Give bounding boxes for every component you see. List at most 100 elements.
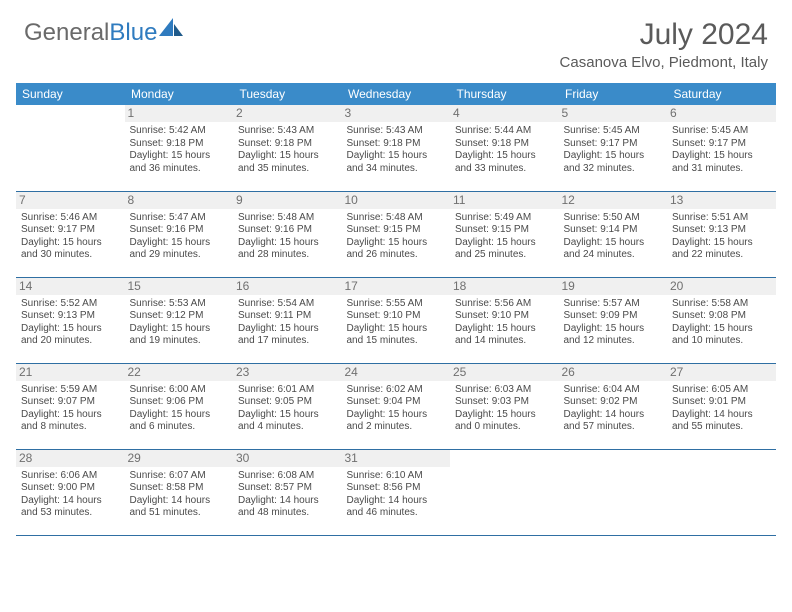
day-number: 25: [450, 364, 559, 381]
calendar-day-cell: 12 Sunrise: 5:50 AMSunset: 9:14 PMDayligh…: [559, 191, 668, 277]
day-number: 7: [16, 192, 125, 209]
calendar-day-cell: 10 Sunrise: 5:48 AMSunset: 9:15 PMDayligh…: [342, 191, 451, 277]
calendar-day-cell: 16Sunrise: 5:54 AMSunset: 9:11 PMDayligh…: [233, 277, 342, 363]
day-number: 2: [233, 105, 342, 122]
weekday-header: Saturday: [667, 83, 776, 105]
day-number: 30: [233, 450, 342, 467]
calendar-day-cell: 18 Sunrise: 5:56 AMSunset: 9:10 PMDayligh…: [450, 277, 559, 363]
calendar-day-cell: 13 Sunrise: 5:51 AMSunset: 9:13 PMDayligh…: [667, 191, 776, 277]
weekday-header: Wednesday: [342, 83, 451, 105]
calendar-week-row: 28Sunrise: 6:06 AMSunset: 9:00 PMDayligh…: [16, 449, 776, 535]
day-details: Sunrise: 5:48 AMSunset: 9:15 PMDaylight:…: [347, 212, 446, 262]
calendar-day-cell: [16, 105, 125, 191]
calendar-table: SundayMondayTuesdayWednesdayThursdayFrid…: [16, 83, 776, 536]
day-number: 10: [342, 192, 451, 209]
day-number: 26: [559, 364, 668, 381]
day-details: Sunrise: 6:02 AMSunset: 9:04 PMDaylight:…: [347, 384, 446, 434]
calendar-day-cell: 14 Sunrise: 5:52 AMSunset: 9:13 PMDayligh…: [16, 277, 125, 363]
brand-logo: GeneralBlue: [24, 18, 185, 48]
day-details: Sunrise: 6:04 AMSunset: 9:02 PMDaylight:…: [564, 384, 663, 434]
day-details: Sunrise: 5:45 AMSunset: 9:17 PMDaylight:…: [672, 125, 771, 175]
day-details: Sunrise: 5:48 AMSunset: 9:16 PMDaylight:…: [238, 212, 337, 262]
calendar-day-cell: [559, 449, 668, 535]
day-number: 4: [450, 105, 559, 122]
weekday-header: Monday: [125, 83, 234, 105]
day-number: 27: [667, 364, 776, 381]
location-subtitle: Casanova Elvo, Piedmont, Italy: [560, 54, 768, 71]
day-number: 11: [450, 192, 559, 209]
day-number: 20: [667, 278, 776, 295]
day-number: 15: [125, 278, 234, 295]
day-details: Sunrise: 6:10 AMSunset: 8:56 PMDaylight:…: [347, 470, 446, 520]
day-number: 21: [16, 364, 125, 381]
day-number: 3: [342, 105, 451, 122]
calendar-day-cell: 19Sunrise: 5:57 AMSunset: 9:09 PMDayligh…: [559, 277, 668, 363]
day-details: Sunrise: 6:06 AMSunset: 9:00 PMDaylight:…: [21, 470, 120, 520]
header: GeneralBlue July 2024 Casanova Elvo, Pie…: [0, 0, 792, 79]
day-number: 6: [667, 105, 776, 122]
day-details: Sunrise: 5:44 AMSunset: 9:18 PMDaylight:…: [455, 125, 554, 175]
day-details: Sunrise: 6:01 AMSunset: 9:05 PMDaylight:…: [238, 384, 337, 434]
day-details: Sunrise: 6:00 AMSunset: 9:06 PMDaylight:…: [130, 384, 229, 434]
calendar-day-cell: 15 Sunrise: 5:53 AMSunset: 9:12 PMDayligh…: [125, 277, 234, 363]
day-details: Sunrise: 5:59 AMSunset: 9:07 PMDaylight:…: [21, 384, 120, 434]
day-details: Sunrise: 6:05 AMSunset: 9:01 PMDaylight:…: [672, 384, 771, 434]
day-details: Sunrise: 5:52 AMSunset: 9:13 PMDaylight:…: [21, 298, 120, 348]
brand-part2: Blue: [109, 19, 157, 47]
day-details: Sunrise: 6:08 AMSunset: 8:57 PMDaylight:…: [238, 470, 337, 520]
day-number: 13: [667, 192, 776, 209]
calendar-day-cell: 20 Sunrise: 5:58 AMSunset: 9:08 PMDayligh…: [667, 277, 776, 363]
calendar-day-cell: 5 Sunrise: 5:45 AMSunset: 9:17 PMDaylight…: [559, 105, 668, 191]
day-details: Sunrise: 5:42 AMSunset: 9:18 PMDaylight:…: [130, 125, 229, 175]
day-number: 14: [16, 278, 125, 295]
day-details: Sunrise: 5:58 AMSunset: 9:08 PMDaylight:…: [672, 298, 771, 348]
day-details: Sunrise: 5:56 AMSunset: 9:10 PMDaylight:…: [455, 298, 554, 348]
day-details: Sunrise: 5:51 AMSunset: 9:13 PMDaylight:…: [672, 212, 771, 262]
weekday-header: Thursday: [450, 83, 559, 105]
calendar-day-cell: 28Sunrise: 6:06 AMSunset: 9:00 PMDayligh…: [16, 449, 125, 535]
weekday-header: Tuesday: [233, 83, 342, 105]
calendar-day-cell: 8Sunrise: 5:47 AMSunset: 9:16 PMDaylight…: [125, 191, 234, 277]
calendar-week-row: 14 Sunrise: 5:52 AMSunset: 9:13 PMDayligh…: [16, 277, 776, 363]
day-number: 19: [559, 278, 668, 295]
day-details: Sunrise: 6:07 AMSunset: 8:58 PMDaylight:…: [130, 470, 229, 520]
calendar-day-cell: 24 Sunrise: 6:02 AMSunset: 9:04 PMDayligh…: [342, 363, 451, 449]
weekday-header: Friday: [559, 83, 668, 105]
title-block: July 2024 Casanova Elvo, Piedmont, Italy: [560, 18, 768, 71]
day-number: 31: [342, 450, 451, 467]
day-number: 12: [559, 192, 668, 209]
day-number: 1: [125, 105, 234, 122]
day-details: Sunrise: 5:43 AMSunset: 9:18 PMDaylight:…: [347, 125, 446, 175]
calendar-day-cell: 25 Sunrise: 6:03 AMSunset: 9:03 PMDayligh…: [450, 363, 559, 449]
day-details: Sunrise: 5:55 AMSunset: 9:10 PMDaylight:…: [347, 298, 446, 348]
calendar-day-cell: 30 Sunrise: 6:08 AMSunset: 8:57 PMDayligh…: [233, 449, 342, 535]
day-number: 24: [342, 364, 451, 381]
day-details: Sunrise: 6:03 AMSunset: 9:03 PMDaylight:…: [455, 384, 554, 434]
day-details: Sunrise: 5:45 AMSunset: 9:17 PMDaylight:…: [564, 125, 663, 175]
day-details: Sunrise: 5:46 AMSunset: 9:17 PMDaylight:…: [21, 212, 120, 262]
month-title: July 2024: [560, 18, 768, 52]
calendar-day-cell: 31 Sunrise: 6:10 AMSunset: 8:56 PMDayligh…: [342, 449, 451, 535]
day-details: Sunrise: 5:47 AMSunset: 9:16 PMDaylight:…: [130, 212, 229, 262]
weekday-row: SundayMondayTuesdayWednesdayThursdayFrid…: [16, 83, 776, 105]
calendar-day-cell: [450, 449, 559, 535]
calendar-day-cell: 29 Sunrise: 6:07 AMSunset: 8:58 PMDayligh…: [125, 449, 234, 535]
day-number: 9: [233, 192, 342, 209]
calendar-day-cell: 23Sunrise: 6:01 AMSunset: 9:05 PMDayligh…: [233, 363, 342, 449]
calendar-day-cell: 6 Sunrise: 5:45 AMSunset: 9:17 PMDaylight…: [667, 105, 776, 191]
logo-sail-icon: [159, 18, 185, 38]
calendar-week-row: 1 Sunrise: 5:42 AMSunset: 9:18 PMDaylight…: [16, 105, 776, 191]
calendar-day-cell: 26 Sunrise: 6:04 AMSunset: 9:02 PMDayligh…: [559, 363, 668, 449]
weekday-header: Sunday: [16, 83, 125, 105]
calendar-day-cell: 11Sunrise: 5:49 AMSunset: 9:15 PMDayligh…: [450, 191, 559, 277]
day-number: 5: [559, 105, 668, 122]
day-number: 18: [450, 278, 559, 295]
day-number: 29: [125, 450, 234, 467]
calendar-day-cell: 22Sunrise: 6:00 AMSunset: 9:06 PMDayligh…: [125, 363, 234, 449]
brand-part1: General: [24, 19, 109, 47]
calendar-day-cell: 3 Sunrise: 5:43 AMSunset: 9:18 PMDaylight…: [342, 105, 451, 191]
calendar-day-cell: 1 Sunrise: 5:42 AMSunset: 9:18 PMDaylight…: [125, 105, 234, 191]
calendar-week-row: 7 Sunrise: 5:46 AMSunset: 9:17 PMDaylight…: [16, 191, 776, 277]
day-details: Sunrise: 5:53 AMSunset: 9:12 PMDaylight:…: [130, 298, 229, 348]
day-details: Sunrise: 5:50 AMSunset: 9:14 PMDaylight:…: [564, 212, 663, 262]
